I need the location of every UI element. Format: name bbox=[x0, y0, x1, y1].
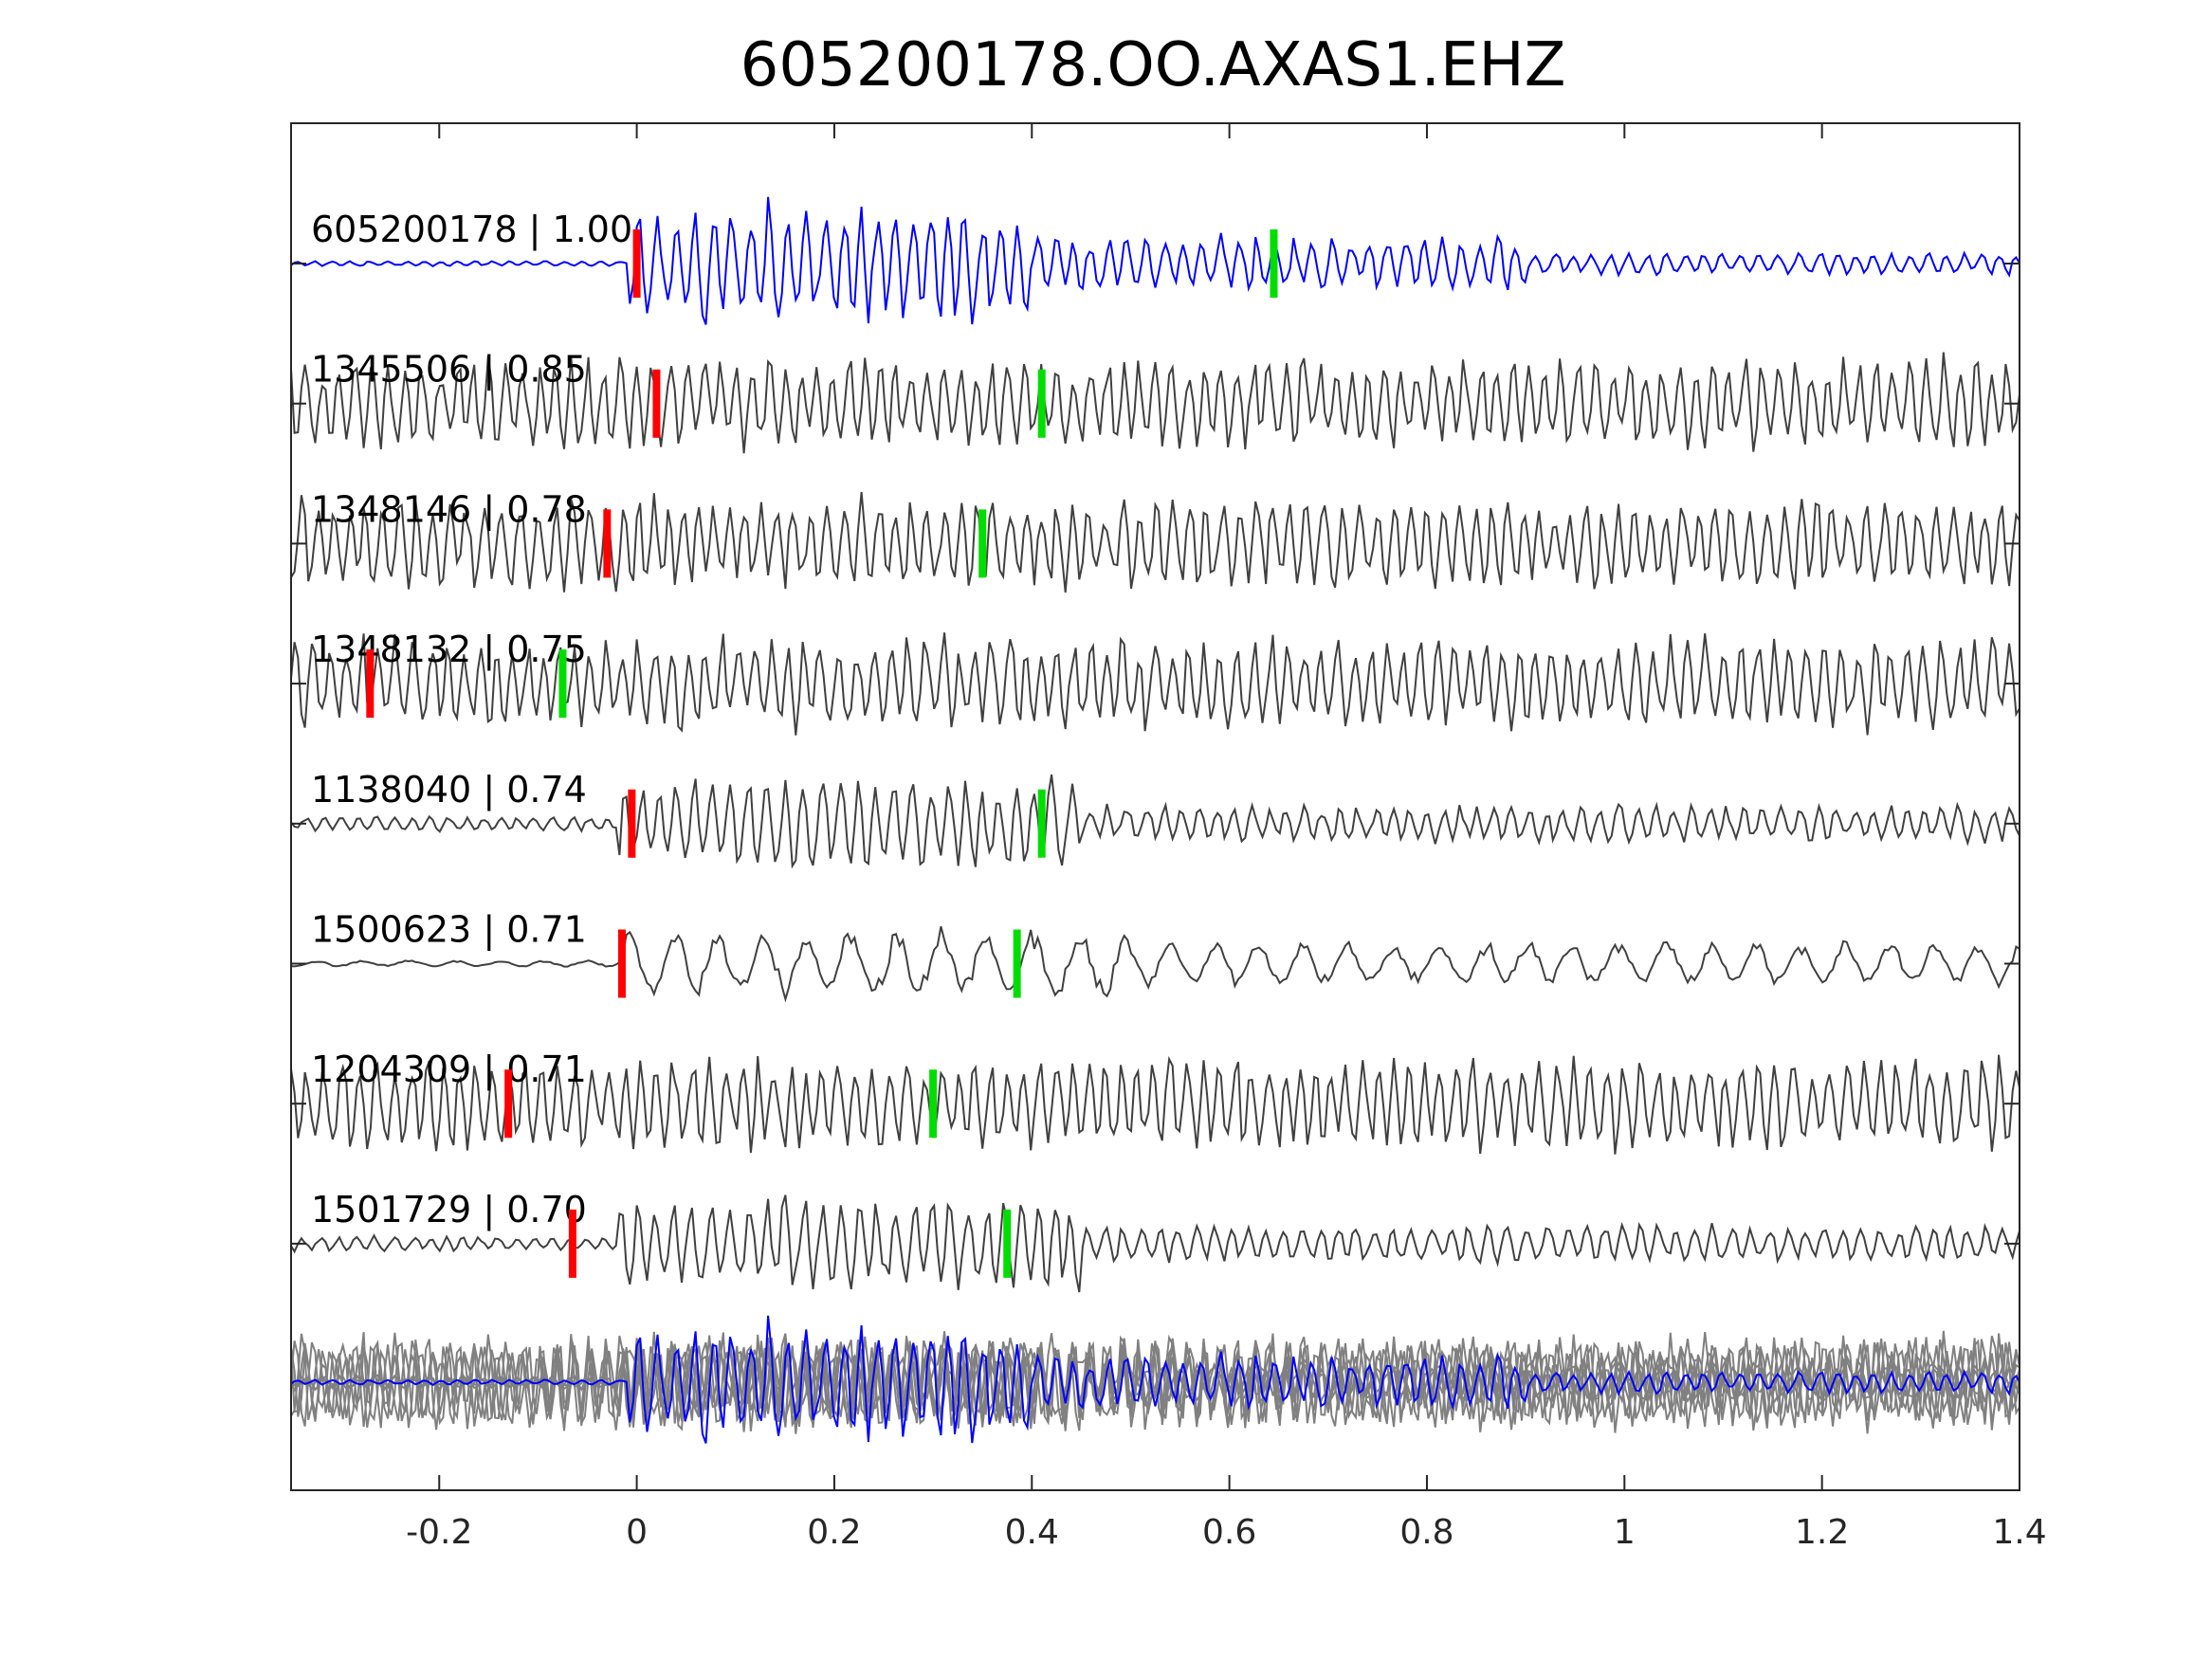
axes-box bbox=[290, 122, 2020, 1491]
trace-line-1138040 bbox=[290, 774, 2020, 869]
trace-labels: 605200178 | 1.00 1345506 | 0.85 1348146 | … bbox=[311, 209, 632, 1231]
trace-line-1500623 bbox=[290, 926, 2020, 1003]
trace-line-1345506 bbox=[290, 352, 2020, 454]
x-tick-label: -0.2 bbox=[406, 1513, 472, 1552]
trace-label-1345506: 1345506 | 0.85 bbox=[311, 349, 587, 392]
trace-line-1501729 bbox=[290, 1194, 2020, 1293]
overlay-template-trace bbox=[290, 1315, 2020, 1444]
x-tick-label: 0.6 bbox=[1202, 1513, 1256, 1552]
trace-line-1348132 bbox=[290, 632, 2020, 736]
x-tick-label: 1.2 bbox=[1795, 1513, 1849, 1552]
x-tick-label: 0 bbox=[626, 1513, 648, 1552]
chart-title: 605200178.OO.AXAS1.EHZ bbox=[740, 30, 1566, 100]
overlay-trace-1345506 bbox=[290, 1330, 2020, 1432]
trace-label-1138040: 1138040 | 0.74 bbox=[311, 769, 587, 811]
x-tick-label: 0.8 bbox=[1399, 1513, 1453, 1552]
x-tick-label: 0.2 bbox=[807, 1513, 861, 1552]
x-tick-label: 0.4 bbox=[1005, 1513, 1059, 1552]
overlay-trace-1501729 bbox=[290, 1333, 2020, 1431]
traces-layer bbox=[290, 196, 2020, 1444]
trace-label-1500623: 1500623 | 0.71 bbox=[311, 909, 587, 952]
trace-label-605200178: 605200178 | 1.00 bbox=[311, 209, 632, 251]
trace-label-1348146: 1348146 | 0.78 bbox=[311, 488, 587, 531]
trace-line-1204309 bbox=[290, 1054, 2020, 1155]
trace-label-1501729: 1501729 | 0.70 bbox=[311, 1189, 587, 1231]
trace-line-605200178 bbox=[290, 196, 2020, 325]
trace-label-1204309: 1204309 | 0.71 bbox=[311, 1048, 587, 1091]
phase-picks bbox=[366, 229, 1278, 1278]
axes: -0.2 0 0.2 0.4 0.6 0.8 1 1.2 1.4 bbox=[290, 122, 2047, 1552]
trace-label-1348132: 1348132 | 0.75 bbox=[311, 629, 587, 671]
x-tick-label: 1.4 bbox=[1992, 1513, 2046, 1552]
trace-line-1348146 bbox=[290, 491, 2020, 593]
x-tick-label: 1 bbox=[1614, 1513, 1636, 1552]
